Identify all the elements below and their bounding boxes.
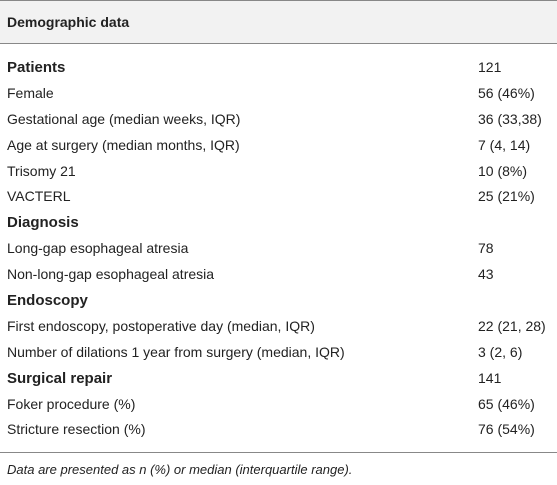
row-value: 10 (8%) xyxy=(478,162,528,179)
section-title: Diagnosis xyxy=(7,214,79,232)
section-row: Diagnosis xyxy=(0,210,557,236)
table-row: Female 56 (46%) xyxy=(0,81,557,107)
row-value: 7 (4, 14) xyxy=(478,136,531,153)
table-row: Foker procedure (%) 65 (46%) xyxy=(0,392,557,418)
section-row: Endoscopy xyxy=(0,288,557,314)
table-row: Age at surgery (median months, IQR) 7 (4,… xyxy=(0,133,557,159)
row-label: First endoscopy, postoperative day (medi… xyxy=(7,317,315,334)
row-value: 25 (21%) xyxy=(478,188,535,205)
section-value: 121 xyxy=(478,59,502,75)
table-body: Patients 121 Female 56 (46%) Gestational age… xyxy=(0,55,557,443)
table-row: Trisomy 21 10 (8%) xyxy=(0,159,557,185)
table-row: Non-long-gap esophageal atresia 43 xyxy=(0,262,557,288)
row-value: 78 xyxy=(478,240,494,257)
row-value: 3 (2, 6) xyxy=(478,343,523,360)
row-value: 56 (46%) xyxy=(478,84,535,101)
row-label: VACTERL xyxy=(7,188,71,205)
row-label: Foker procedure (%) xyxy=(7,395,136,412)
table-header: Demographic data xyxy=(0,0,557,44)
table-row: Gestational age (median weeks, IQR) 36 (3… xyxy=(0,107,557,133)
row-value: 76 (54%) xyxy=(478,421,535,438)
section-row: Surgical repair 141 xyxy=(0,366,557,392)
header-title: Demographic data xyxy=(7,14,130,30)
table-row: Stricture resection (%) 76 (54%) xyxy=(0,417,557,443)
row-label: Number of dilations 1 year from surgery … xyxy=(7,343,345,360)
row-label: Age at surgery (median months, IQR) xyxy=(7,136,240,153)
row-value: 22 (21, 28) xyxy=(478,317,546,334)
section-title: Endoscopy xyxy=(7,292,88,310)
row-value: 65 (46%) xyxy=(478,395,535,412)
row-value: 36 (33,38) xyxy=(478,110,542,127)
row-label: Trisomy 21 xyxy=(7,162,76,179)
table-row: Number of dilations 1 year from surgery … xyxy=(0,340,557,366)
section-title: Surgical repair xyxy=(7,369,113,387)
row-label: Female xyxy=(7,84,54,101)
row-label: Long-gap esophageal atresia xyxy=(7,240,189,257)
table-row: Long-gap esophageal atresia 78 xyxy=(0,236,557,262)
section-title: Patients xyxy=(7,59,66,76)
footnote: Data are presented as n (%) or median (i… xyxy=(7,462,353,477)
row-label: Non-long-gap esophageal atresia xyxy=(7,266,215,283)
row-value: 43 xyxy=(478,266,494,283)
table-row: VACTERL 25 (21%) xyxy=(0,184,557,210)
section-row: Patients 121 xyxy=(0,55,557,81)
table-rule xyxy=(0,452,557,453)
row-label: Gestational age (median weeks, IQR) xyxy=(7,110,241,127)
section-value: 141 xyxy=(478,369,502,386)
row-label: Stricture resection (%) xyxy=(7,421,146,438)
table-row: First endoscopy, postoperative day (medi… xyxy=(0,314,557,340)
